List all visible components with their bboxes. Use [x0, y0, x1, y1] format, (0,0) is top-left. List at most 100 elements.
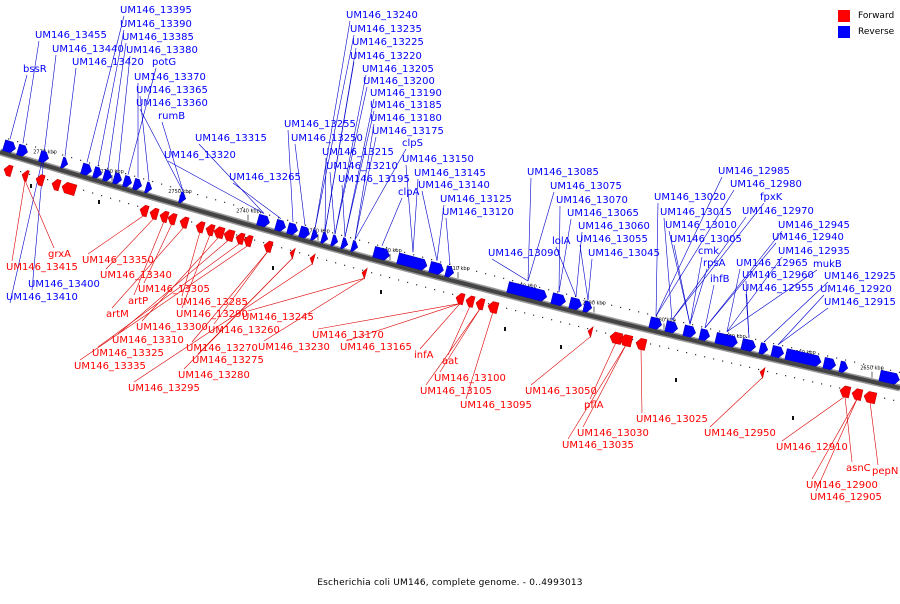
minor-tick-upper	[269, 214, 271, 216]
legend-forward: Forward	[838, 8, 894, 24]
minor-tick-lower	[506, 307, 508, 309]
minor-tick-lower	[767, 370, 769, 373]
minor-tick-lower	[371, 272, 373, 274]
reverse-gene-label: UM146_12945	[778, 220, 850, 231]
legend: Forward Reverse	[838, 8, 894, 40]
reverse-label-leader	[579, 244, 589, 301]
minor-tick-upper	[638, 311, 640, 313]
reverse-label-leader	[344, 98, 375, 238]
reverse-label-leader	[527, 177, 532, 282]
feature-marker	[30, 184, 32, 188]
forward-gene	[465, 295, 476, 308]
minor-tick-lower	[704, 356, 706, 358]
minor-tick-lower	[569, 323, 571, 325]
legend-reverse-label: Reverse	[858, 27, 895, 37]
forward-gene-label: UM146_13270	[186, 343, 258, 354]
reverse-label-leader	[655, 189, 735, 317]
minor-tick-upper	[800, 349, 802, 351]
reverse-gene-label: UM146_13070	[556, 195, 628, 206]
minor-tick-upper	[773, 342, 775, 345]
minor-tick-lower	[281, 247, 283, 249]
minor-tick-lower	[668, 347, 670, 349]
minor-tick-upper	[755, 338, 757, 341]
reverse-gene-label: UM146_13065	[567, 208, 639, 219]
forward-label-leader	[640, 348, 643, 414]
forward-gene-label: UM146_13290	[176, 309, 248, 320]
minor-tick-lower	[434, 288, 436, 291]
reverse-gene-label: UM146_12915	[824, 297, 896, 308]
minor-tick-upper	[782, 345, 784, 347]
reverse-gene	[396, 252, 428, 271]
reverse-label-leader	[704, 242, 777, 329]
minor-tick-lower	[776, 372, 778, 375]
reverse-label-leader	[726, 269, 818, 332]
reverse-gene	[550, 292, 566, 307]
reverse-gene-label: ihfB	[710, 274, 730, 285]
forward-label-leader	[425, 308, 481, 386]
reverse-label-leader	[117, 55, 131, 172]
forward-label-leader	[589, 342, 617, 400]
minor-tick-lower	[236, 234, 238, 236]
reverse-gene	[144, 181, 153, 194]
reverse-gene	[330, 234, 339, 247]
reverse-gene-label: UM146_13215	[322, 147, 394, 158]
reverse-gene	[178, 191, 187, 204]
minor-tick-lower	[101, 195, 103, 197]
minor-tick-lower	[488, 303, 490, 305]
forward-label-leader	[582, 344, 627, 428]
minor-tick-lower	[551, 319, 553, 321]
minor-tick-upper	[584, 298, 586, 300]
reverse-label-leader	[334, 86, 368, 235]
reverse-label-leader	[314, 20, 351, 229]
forward-label-leader	[465, 311, 494, 400]
forward-gene-label: UM146_13285	[176, 297, 248, 308]
minor-tick-upper	[386, 246, 388, 249]
forward-label-leader	[181, 231, 201, 297]
minor-tick-upper	[845, 359, 847, 361]
minor-tick-lower	[308, 254, 310, 256]
reverse-gene-label: UM146_12980	[730, 179, 802, 190]
reverse-gene-label: UM146_13045	[588, 248, 660, 259]
forward-gene-label: UM146_13280	[178, 370, 250, 381]
minor-tick-upper	[629, 309, 631, 311]
minor-tick-upper	[602, 302, 604, 304]
forward-label-leader	[247, 278, 365, 312]
axis-tick-label: 2740 kbp	[236, 209, 260, 215]
forward-gene-label: UM146_13275	[192, 355, 264, 366]
reverse-label-leader	[86, 15, 125, 163]
minor-tick-lower	[785, 375, 787, 377]
reverse-label-leader	[107, 42, 127, 169]
forward-label-leader	[105, 218, 155, 270]
forward-gene	[759, 366, 766, 380]
forward-label-leader	[97, 242, 241, 348]
minor-tick-upper	[530, 284, 532, 286]
reverse-gene-label: UM146_13210	[326, 161, 398, 172]
minor-tick-lower	[20, 171, 22, 173]
minor-tick-upper	[656, 315, 658, 317]
minor-tick-upper	[890, 369, 892, 371]
minor-tick-upper	[431, 258, 433, 261]
minor-tick-upper	[188, 191, 190, 193]
forward-label-leader	[24, 180, 55, 249]
minor-tick-upper	[575, 295, 577, 298]
reverse-gene-label: UM146_13410	[6, 292, 78, 303]
reverse-gene-label: UM146_13085	[527, 167, 599, 178]
forward-gene	[179, 216, 190, 229]
reverse-gene	[38, 150, 49, 163]
forward-label-leader	[844, 396, 853, 463]
forward-label-leader	[11, 180, 26, 262]
forward-gene-label: UM146_13025	[636, 414, 708, 425]
reverse-label-leader	[663, 217, 673, 320]
minor-tick-lower	[416, 284, 418, 286]
minor-tick-lower	[821, 383, 823, 385]
minor-tick-lower	[245, 236, 247, 239]
reverse-label-leader	[689, 256, 703, 325]
reverse-gene-label: rpsA	[703, 258, 726, 269]
minor-tick-upper	[116, 170, 118, 172]
minor-tick-lower	[254, 239, 256, 241]
minor-tick-lower	[731, 362, 733, 364]
minor-tick-upper	[314, 227, 316, 229]
reverse-gene-label: UM146_13400	[28, 279, 100, 290]
minor-tick-upper	[26, 143, 28, 145]
reverse-gene-label: UM146_13225	[352, 37, 424, 48]
